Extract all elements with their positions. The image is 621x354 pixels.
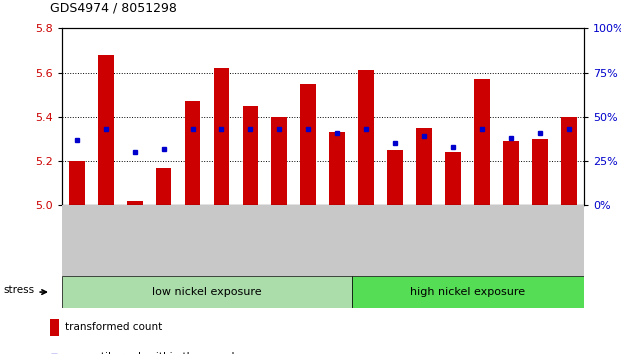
Bar (388, 150, 404, 205)
Text: high nickel exposure: high nickel exposure (410, 287, 525, 297)
Bar (50, 319, 59, 336)
Bar (474, 79, 490, 205)
Bar (352, 276, 584, 308)
Text: GSM992708: GSM992708 (507, 209, 516, 255)
Bar (155, 168, 171, 205)
Text: GSM992695: GSM992695 (130, 209, 139, 255)
Text: GSM992700: GSM992700 (275, 209, 284, 255)
Text: GSM992693: GSM992693 (72, 209, 81, 255)
Bar (62, 276, 352, 308)
Bar (271, 117, 288, 205)
Text: percentile rank within the sample: percentile rank within the sample (65, 352, 241, 354)
Bar (127, 201, 142, 205)
Text: GSM992705: GSM992705 (420, 209, 429, 255)
Text: GSM992698: GSM992698 (217, 209, 226, 255)
Bar (242, 106, 258, 205)
Bar (329, 132, 345, 205)
Bar (184, 101, 201, 205)
Text: GDS4974 / 8051298: GDS4974 / 8051298 (50, 1, 176, 14)
Bar (561, 117, 577, 205)
Bar (503, 141, 519, 205)
Text: GSM992694: GSM992694 (101, 209, 110, 255)
Text: GSM992710: GSM992710 (564, 209, 574, 255)
Text: stress: stress (3, 285, 34, 296)
Text: GSM992706: GSM992706 (449, 209, 458, 255)
Text: GSM992703: GSM992703 (362, 209, 371, 255)
Bar (416, 128, 432, 205)
Text: GSM992704: GSM992704 (391, 209, 400, 255)
Text: GSM992707: GSM992707 (478, 209, 487, 255)
Text: GSM992709: GSM992709 (536, 209, 545, 255)
Bar (358, 70, 374, 205)
Text: GSM992701: GSM992701 (304, 209, 313, 255)
Text: transformed count: transformed count (65, 322, 162, 332)
Bar (532, 139, 548, 205)
Bar (69, 161, 84, 205)
Text: GSM992702: GSM992702 (333, 209, 342, 255)
Bar (214, 68, 229, 205)
Bar (445, 152, 461, 205)
Text: GSM992699: GSM992699 (246, 209, 255, 255)
Text: GSM992696: GSM992696 (159, 209, 168, 255)
Text: GSM992697: GSM992697 (188, 209, 197, 255)
Text: low nickel exposure: low nickel exposure (152, 287, 262, 297)
Bar (97, 55, 114, 205)
Bar (301, 84, 316, 205)
